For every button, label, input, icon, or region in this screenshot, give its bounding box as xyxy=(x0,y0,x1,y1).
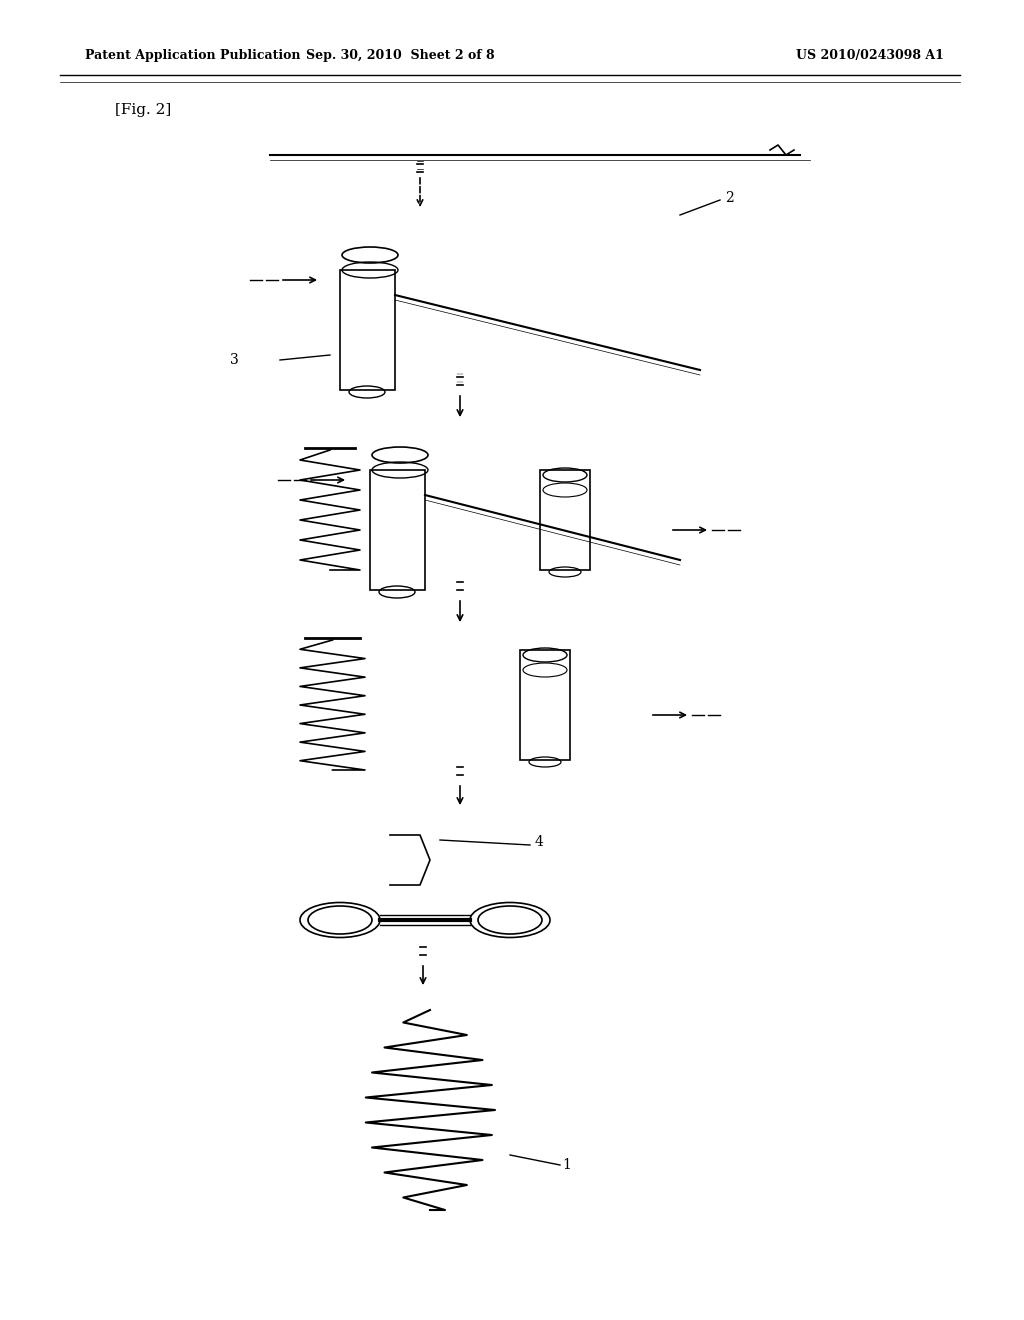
Text: 1: 1 xyxy=(562,1158,570,1172)
Text: Sep. 30, 2010  Sheet 2 of 8: Sep. 30, 2010 Sheet 2 of 8 xyxy=(306,49,495,62)
Bar xyxy=(340,271,395,389)
Text: 4: 4 xyxy=(535,836,544,849)
Bar xyxy=(540,470,590,570)
Text: 2: 2 xyxy=(725,191,734,205)
Text: Patent Application Publication: Patent Application Publication xyxy=(85,49,300,62)
Bar xyxy=(520,649,570,760)
Text: US 2010/0243098 A1: US 2010/0243098 A1 xyxy=(796,49,944,62)
Text: 3: 3 xyxy=(230,352,239,367)
Bar xyxy=(370,470,425,590)
Text: [Fig. 2]: [Fig. 2] xyxy=(115,103,171,117)
